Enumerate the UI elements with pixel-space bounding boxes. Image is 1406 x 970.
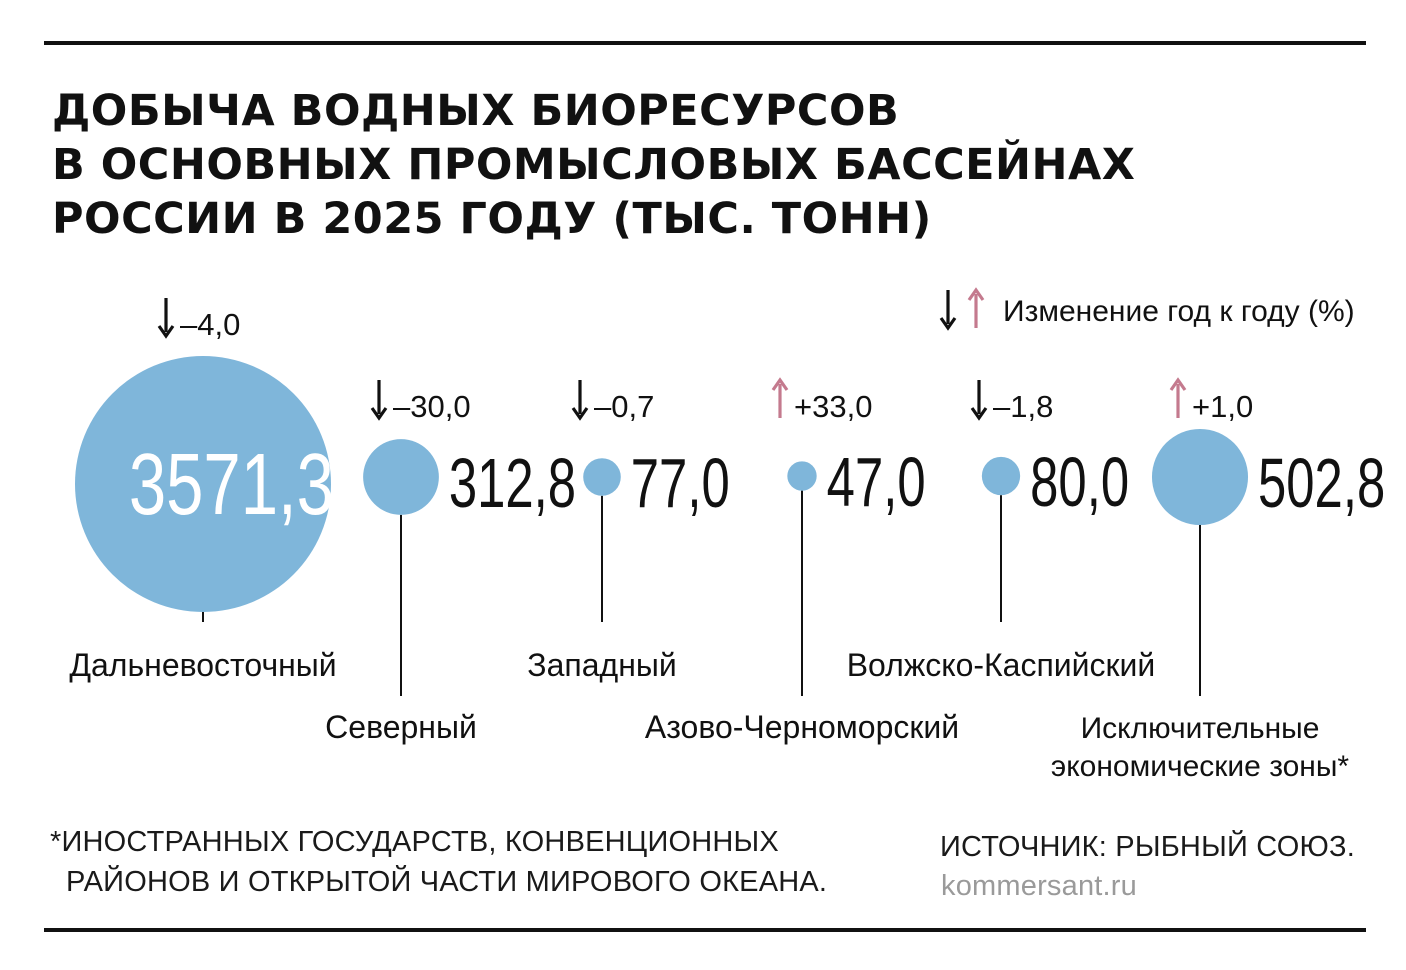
bubble (981, 456, 1021, 496)
category-label: Азово-Черноморский (645, 709, 959, 745)
top-rule (44, 41, 1366, 45)
bubble-item: 312,8 –30,0 Северный (325, 380, 576, 745)
category-label: Западный (527, 647, 676, 683)
down-arrow-icon (571, 380, 589, 421)
category-label: Северный (325, 709, 477, 745)
change-label: +1,0 (1192, 389, 1253, 424)
category-label: Волжско-Каспийский (847, 647, 1156, 683)
bubble-series: 3571,3 –4,0 Дальневосточный 312,8 –30,0 Север… (69, 298, 1385, 783)
legend-up-arrow-icon (967, 287, 985, 328)
site-link[interactable]: kommersant.ru (941, 870, 1137, 902)
bottom-rule (44, 928, 1366, 932)
bubble-item: 77,0 –0,7 Западный (527, 380, 730, 683)
title-line-1: ДОБЫЧА ВОДНЫХ БИОРЕСУРСОВ (52, 86, 900, 136)
footnote: *ИНОСТРАННЫХ ГОСУДАРСТВ, КОНВЕНЦИОННЫХ Р… (50, 822, 827, 902)
footnote-line-2: РАЙОНОВ И ОТКРЫТОЙ ЧАСТИ МИРОВОГО ОКЕАНА… (66, 866, 828, 898)
value-label: 502,8 (1258, 444, 1385, 522)
legend-down-arrow-icon (939, 290, 957, 331)
bubble-item: 80,0 –1,8 Волжско-Каспийский (847, 380, 1156, 683)
chart-title: ДОБЫЧА ВОДНЫХ БИОРЕСУРСОВ В ОСНОВНЫХ ПРО… (52, 84, 1135, 246)
bubble (583, 458, 621, 496)
down-arrow-icon (370, 380, 388, 421)
down-arrow-icon (157, 298, 175, 339)
value-label: 312,8 (449, 444, 576, 522)
legend-label: Изменение год к году (%) (1003, 295, 1355, 328)
change-label: –4,0 (180, 307, 240, 342)
value-label: 3571,3 (129, 435, 334, 534)
title-line-2: В ОСНОВНЫХ ПРОМЫСЛОВЫХ БАССЕЙНАХ (52, 140, 1136, 190)
category-label: экономические зоны* (1051, 750, 1350, 783)
up-arrow-icon (1169, 377, 1187, 418)
change-label: –30,0 (393, 389, 471, 424)
bubble (75, 356, 331, 612)
category-label: Исключительные (1081, 712, 1320, 745)
footnote-line-1: *ИНОСТРАННЫХ ГОСУДАРСТВ, КОНВЕНЦИОННЫХ (50, 826, 779, 858)
bubble-item: 502,8+1,0 Исключительные экономические зон… (1051, 377, 1385, 783)
bubble-item: 3571,3 –4,0 Дальневосточный (69, 298, 337, 683)
up-arrow-icon (771, 377, 789, 418)
title-line-3: РОССИИ В 2025 ГОДУ (ТЫС. ТОНН) (52, 194, 932, 244)
down-arrow-icon (970, 380, 988, 421)
category-label: Дальневосточный (69, 647, 336, 683)
value-label: 47,0 (827, 443, 926, 521)
legend: Изменение год к году (%) (939, 287, 1355, 331)
change-label: –1,8 (993, 389, 1053, 424)
bubble (787, 461, 817, 491)
bubble-item: 47,0 +33,0 Азово-Черноморский (645, 377, 959, 745)
source-text: ИСТОЧНИК: РЫБНЫЙ СОЮЗ. (940, 831, 1355, 863)
bubble (1151, 428, 1249, 526)
change-label: –0,7 (594, 389, 654, 424)
change-label: +33,0 (794, 389, 872, 424)
value-label: 80,0 (1030, 443, 1129, 521)
value-label: 77,0 (631, 444, 730, 522)
bubble (363, 439, 439, 515)
